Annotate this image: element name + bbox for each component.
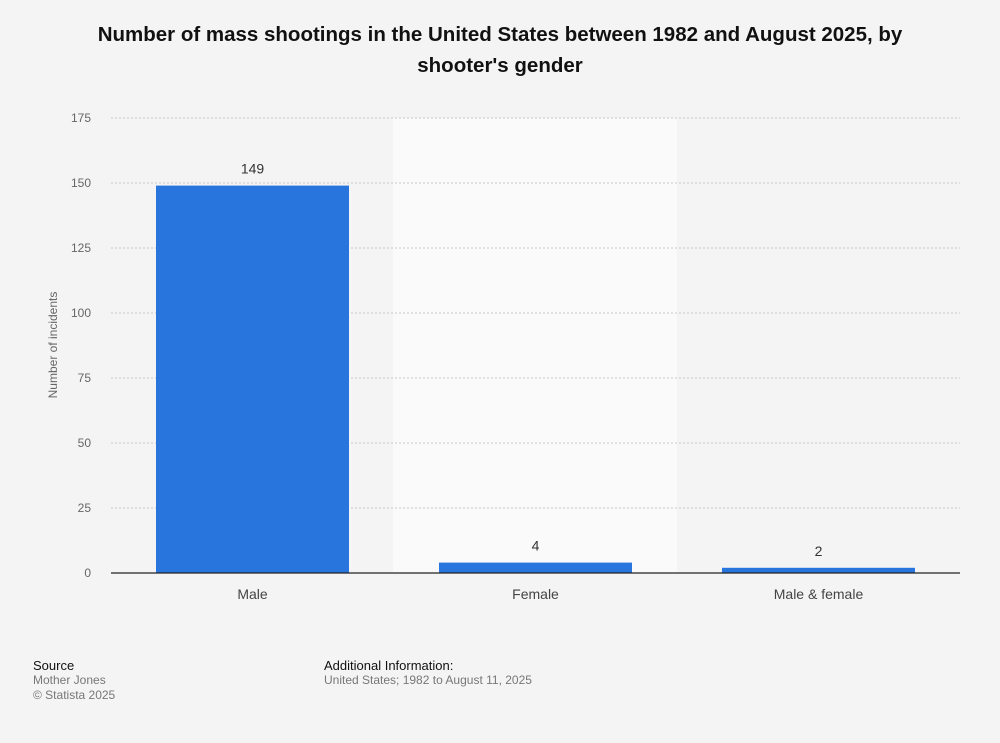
x-axis-categories: Male Female Male & female [237,586,863,602]
x-category-label: Female [512,586,559,602]
plot-band-highlight [393,118,677,573]
additional-info-heading: Additional Information: [324,658,454,673]
y-tick-label: 100 [71,306,91,320]
additional-info-text: United States; 1982 to August 11, 2025 [324,673,532,687]
y-tick-label: 125 [71,241,91,255]
additional-info-block: Additional Information: United States; 1… [324,658,532,688]
data-labels: 149 4 2 [241,161,823,559]
y-tick-label: 150 [71,176,91,190]
x-category-label: Male [237,586,268,602]
copyright-text: © Statista 2025 [33,688,116,702]
y-axis-ticks: 0 25 50 75 100 125 150 175 [71,111,91,580]
bar-female[interactable] [439,562,632,573]
y-tick-label: 25 [78,501,92,515]
y-tick-label: 0 [84,566,91,580]
data-label: 4 [532,538,540,554]
source-block: Source Mother Jones © Statista 2025 [33,658,115,703]
source-heading: Source [33,658,75,673]
bars [156,185,915,573]
data-label: 149 [241,161,265,177]
y-tick-label: 75 [78,371,92,385]
chart-title: Number of mass shootings in the United S… [97,23,903,77]
y-tick-label: 50 [78,436,92,450]
bar-male[interactable] [156,185,349,573]
source-text[interactable]: Mother Jones [33,673,106,687]
y-tick-label: 175 [71,111,91,125]
data-label: 2 [815,543,823,559]
y-axis-title: Number of incidents [46,292,60,399]
x-category-label: Male & female [774,586,864,602]
bar-male-female[interactable] [722,567,915,573]
